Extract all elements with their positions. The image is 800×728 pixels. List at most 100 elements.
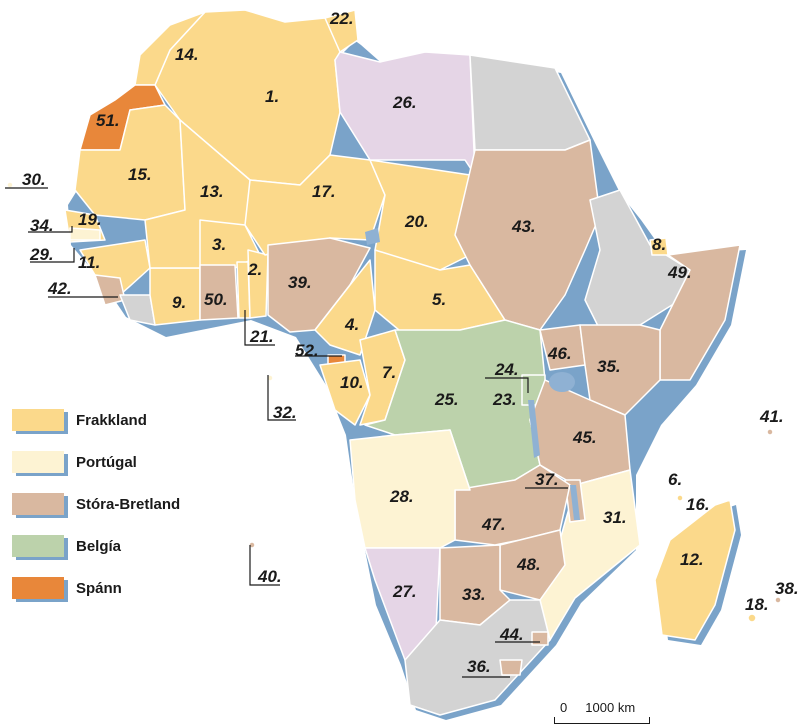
region-label: 50.: [204, 290, 228, 309]
region-label: 33.: [462, 585, 486, 604]
region-gabon: [319, 359, 371, 426]
region-label: 45.: [572, 428, 597, 447]
region-sudan: [454, 139, 601, 331]
region-label: 37.: [535, 470, 559, 489]
region-label: 28.: [389, 487, 414, 506]
leader-lines: [5, 187, 568, 678]
region-gambia: [69, 227, 101, 241]
region-label: 42.: [47, 279, 72, 298]
region-madagascar: [654, 499, 736, 641]
region-reunion: [747, 613, 757, 623]
region-label: 25.: [434, 390, 459, 409]
legend-label: Stóra-Bretland: [76, 496, 181, 513]
region-label: 8.: [652, 235, 666, 254]
scale-bar: 0 1000 km: [552, 700, 662, 726]
legend-label: Frakkland: [76, 412, 147, 429]
region-label: 30.: [22, 170, 46, 189]
region-liberia: [119, 294, 156, 326]
region-cape-verde: [6, 181, 14, 189]
region-label: 17.: [312, 182, 336, 201]
region-labels: 1. 2. 3. 4. 5. 6. 7. 8. 9. 10. 11. 12. 13. 14. 15. 16. 1…: [22, 9, 799, 676]
region-label: 38.: [775, 579, 799, 598]
region-label: 29.: [29, 245, 54, 264]
region-guinea: [79, 239, 151, 296]
region-label: 3.: [212, 235, 226, 254]
legend-item: Portúgal: [10, 447, 270, 489]
region-label: 10.: [340, 373, 364, 392]
region-somalia: [659, 244, 741, 381]
region-kenya: [579, 324, 661, 416]
region-label: 14.: [175, 45, 199, 64]
region-label: 11.: [78, 253, 100, 272]
region-label: 15.: [128, 165, 152, 184]
lakes: [365, 228, 580, 520]
region-label: 24.: [494, 360, 519, 379]
region-label: 23.: [492, 390, 517, 409]
legend-swatch-spain: [12, 577, 64, 599]
region-gold-coast: [199, 264, 239, 321]
region-label: 20.: [404, 212, 429, 231]
region-angola: [349, 429, 471, 549]
region-label: 21.: [249, 327, 274, 346]
region-label: 6.: [668, 470, 682, 489]
region-label: 26.: [392, 93, 417, 112]
lake-chad: [365, 228, 380, 245]
region-label: 27.: [392, 582, 417, 601]
lake-nyasa: [570, 485, 580, 520]
region-label: 1.: [265, 87, 279, 106]
region-comoros: [676, 494, 684, 502]
region-label: 44.: [499, 625, 524, 644]
region-tunisia: [324, 9, 359, 53]
legend-swatch-britain: [12, 493, 64, 515]
lake-victoria: [549, 372, 575, 392]
region-libya: [334, 51, 476, 176]
legend-item: Frakkland: [10, 405, 270, 447]
region-basutoland: [499, 659, 523, 676]
legend-label: Spánn: [76, 580, 122, 597]
region-seychelles: [766, 428, 774, 436]
region-label: 2.: [247, 260, 262, 279]
legend-item: Stóra-Bretland: [10, 489, 270, 531]
region-label: 31.: [603, 508, 627, 527]
region-label: 41.: [759, 407, 784, 426]
region-label: 5.: [432, 290, 446, 309]
region-sierra-leone: [94, 274, 126, 306]
region-label: 7.: [382, 363, 396, 382]
region-label: 47.: [481, 515, 506, 534]
region-label: 51.: [96, 111, 120, 130]
legend-swatch-belgium: [12, 535, 64, 557]
region-label: 40.: [257, 567, 282, 586]
region-label: 19.: [78, 210, 102, 229]
legend: Frakkland Portúgal Stóra-Bretland Belgía…: [10, 405, 270, 615]
region-label: 52.: [295, 341, 319, 360]
region-label: 9.: [172, 293, 186, 312]
region-label: 16.: [686, 495, 710, 514]
region-label: 46.: [547, 344, 572, 363]
lake-tanganyika: [528, 400, 540, 458]
region-label: 13.: [200, 182, 224, 201]
region-swaziland: [531, 631, 549, 646]
region-label: 49.: [667, 263, 692, 282]
legend-label: Portúgal: [76, 454, 137, 471]
region-label: 32.: [273, 403, 297, 422]
region-label: 18.: [745, 595, 769, 614]
region-label: 22.: [329, 9, 354, 28]
region-label: 36.: [467, 657, 491, 676]
region-mauritius: [774, 596, 782, 604]
region-label: 35.: [597, 357, 621, 376]
region-label: 48.: [516, 555, 541, 574]
region-label: 4.: [344, 315, 359, 334]
region-label: 34.: [30, 216, 54, 235]
region-label: 12.: [680, 550, 704, 569]
legend-label: Belgía: [76, 538, 122, 555]
region-label: 43.: [511, 217, 536, 236]
region-egypt: [469, 54, 591, 151]
region-dahomey: [247, 249, 269, 319]
scale-label: 0 1000 km: [560, 700, 636, 715]
legend-swatch-france: [12, 409, 64, 431]
region-label: 39.: [288, 273, 312, 292]
region-south-africa: [404, 599, 551, 716]
legend-swatch-portugal: [12, 451, 64, 473]
legend-item: Spánn: [10, 573, 270, 615]
